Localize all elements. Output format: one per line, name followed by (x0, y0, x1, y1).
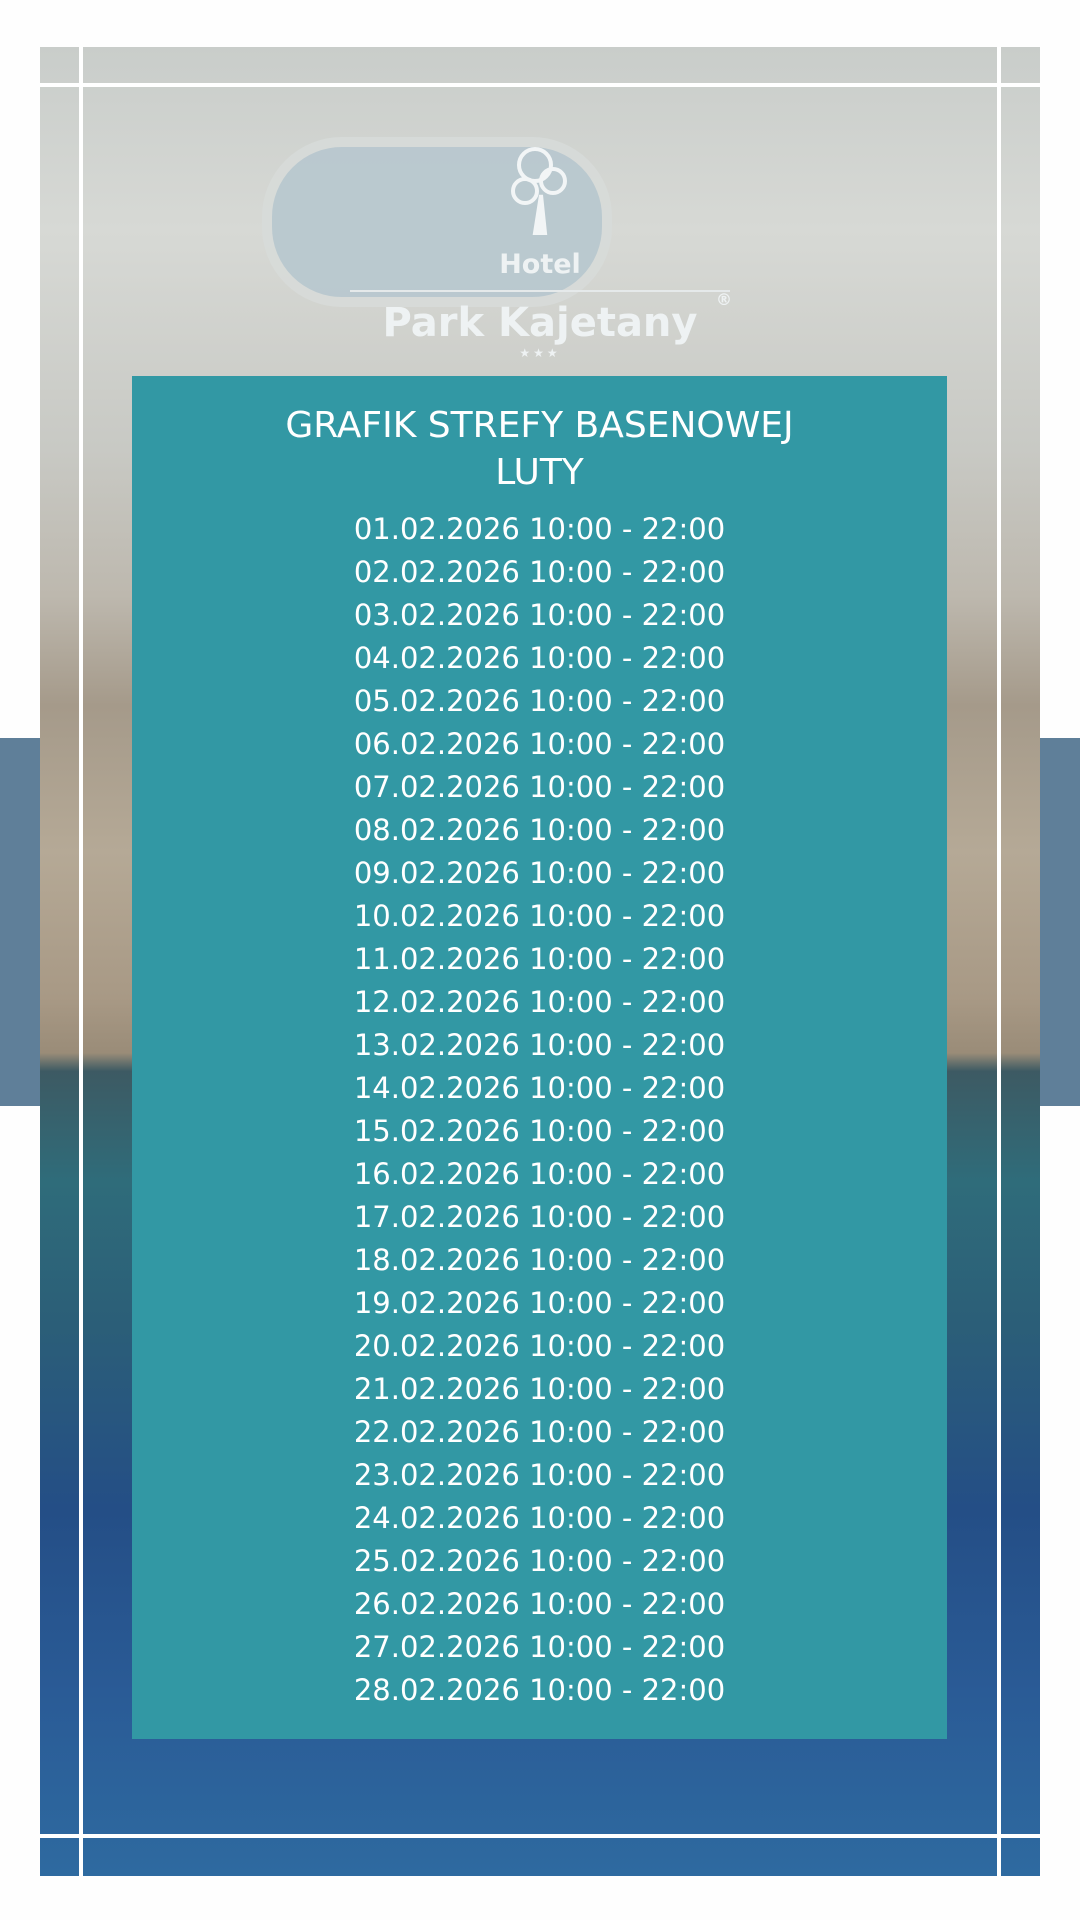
schedule-row: 26.02.2026 10:00 - 22:00 (353, 1587, 726, 1621)
schedule-row: 12.02.2026 10:00 - 22:00 (353, 985, 726, 1019)
ceiling-window (262, 137, 612, 307)
schedule-row: 03.02.2026 10:00 - 22:00 (353, 598, 726, 632)
logo-hotel: Hotel (499, 249, 581, 280)
frame-line-top (40, 83, 1040, 87)
schedule-row: 20.02.2026 10:00 - 22:00 (353, 1329, 726, 1363)
schedule-row: 14.02.2026 10:00 - 22:00 (353, 1071, 726, 1105)
schedule-row: 11.02.2026 10:00 - 22:00 (353, 942, 726, 976)
schedule-row: 13.02.2026 10:00 - 22:00 (353, 1028, 726, 1062)
logo-name: Park Kajetany ® (382, 290, 733, 346)
star-rating: ★★★ (519, 346, 561, 360)
schedule-row: 25.02.2026 10:00 - 22:00 (353, 1544, 726, 1578)
left-side-bar (0, 738, 40, 1106)
right-side-bar (1040, 738, 1080, 1106)
schedule-row: 23.02.2026 10:00 - 22:00 (353, 1458, 726, 1492)
schedule-row: 06.02.2026 10:00 - 22:00 (353, 727, 726, 761)
schedule-row: 01.02.2026 10:00 - 22:00 (353, 512, 726, 546)
schedule-row: 02.02.2026 10:00 - 22:00 (353, 555, 726, 589)
frame-line-left (79, 47, 83, 1876)
schedule-row: 08.02.2026 10:00 - 22:00 (353, 813, 726, 847)
schedule-row: 04.02.2026 10:00 - 22:00 (353, 641, 726, 675)
schedule-row: 24.02.2026 10:00 - 22:00 (353, 1501, 726, 1535)
logo-divider (350, 290, 730, 292)
schedule-row: 07.02.2026 10:00 - 22:00 (353, 770, 726, 804)
schedule-row: 10.02.2026 10:00 - 22:00 (353, 899, 726, 933)
schedule-row: 17.02.2026 10:00 - 22:00 (353, 1200, 726, 1234)
schedule-row: 21.02.2026 10:00 - 22:00 (353, 1372, 726, 1406)
schedule-row: 16.02.2026 10:00 - 22:00 (353, 1157, 726, 1191)
registered-mark: ® (716, 290, 732, 309)
schedule-title: GRAFIK STREFY BASENOWEJ LUTY (285, 405, 794, 493)
schedule-row: 27.02.2026 10:00 - 22:00 (353, 1630, 726, 1664)
schedule-row: 22.02.2026 10:00 - 22:00 (353, 1415, 726, 1449)
schedule-row: 18.02.2026 10:00 - 22:00 (353, 1243, 726, 1277)
hotel-logo: Hotel Park Kajetany ® ★★★ (0, 145, 1080, 360)
schedule-row: 09.02.2026 10:00 - 22:00 (353, 856, 726, 890)
schedule-row: 28.02.2026 10:00 - 22:00 (353, 1673, 726, 1707)
frame-line-right (997, 47, 1001, 1876)
schedule-list: 01.02.2026 10:00 - 22:00 02.02.2026 10:00… (132, 508, 947, 1712)
tree-icon (511, 147, 567, 235)
frame-line-bottom (40, 1834, 1040, 1838)
schedule-row: 19.02.2026 10:00 - 22:00 (353, 1286, 726, 1320)
schedule-panel: GRAFIK STREFY BASENOWEJ LUTY 01.02.2026 … (132, 376, 947, 1739)
schedule-row: 15.02.2026 10:00 - 22:00 (353, 1114, 726, 1148)
schedule-row: 05.02.2026 10:00 - 22:00 (353, 684, 726, 718)
